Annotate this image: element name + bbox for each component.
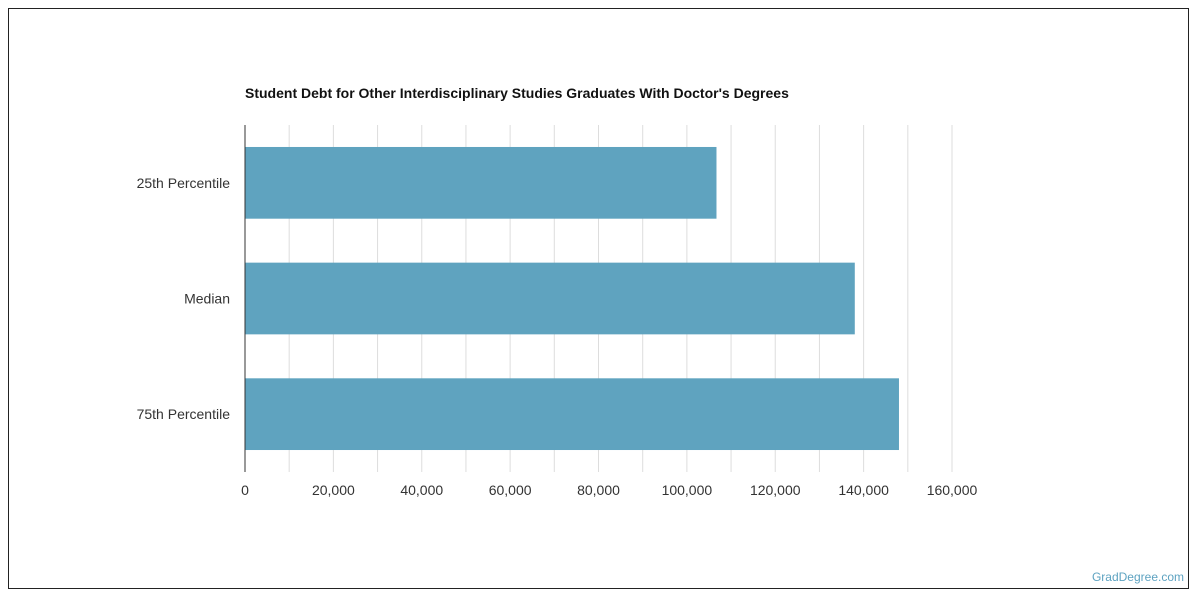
category-label: 25th Percentile [137, 175, 231, 191]
x-tick-label: 80,000 [577, 482, 620, 498]
bar-25th-percentile [245, 146, 717, 219]
bar-75th-percentile [245, 378, 899, 451]
bars [245, 146, 899, 451]
category-label: 75th Percentile [137, 406, 231, 422]
x-tick-label: 40,000 [400, 482, 443, 498]
x-tick-labels: 0 20,000 40,000 60,000 80,000 100,000 120,000 1… [241, 482, 977, 498]
x-tick-label: 20,000 [312, 482, 355, 498]
x-tick-label: 140,000 [838, 482, 889, 498]
x-tick-label: 60,000 [489, 482, 532, 498]
x-tick-label: 0 [241, 482, 249, 498]
x-tick-label: 100,000 [662, 482, 713, 498]
chart-title: Student Debt for Other Interdisciplinary… [245, 85, 789, 101]
category-labels: 25th Percentile Median 75th Percentile [137, 175, 231, 422]
bar-median [245, 262, 855, 335]
x-tick-label: 160,000 [927, 482, 978, 498]
x-tick-label: 120,000 [750, 482, 801, 498]
category-label: Median [184, 291, 230, 307]
watermark[interactable]: GradDegree.com [1091, 570, 1184, 584]
